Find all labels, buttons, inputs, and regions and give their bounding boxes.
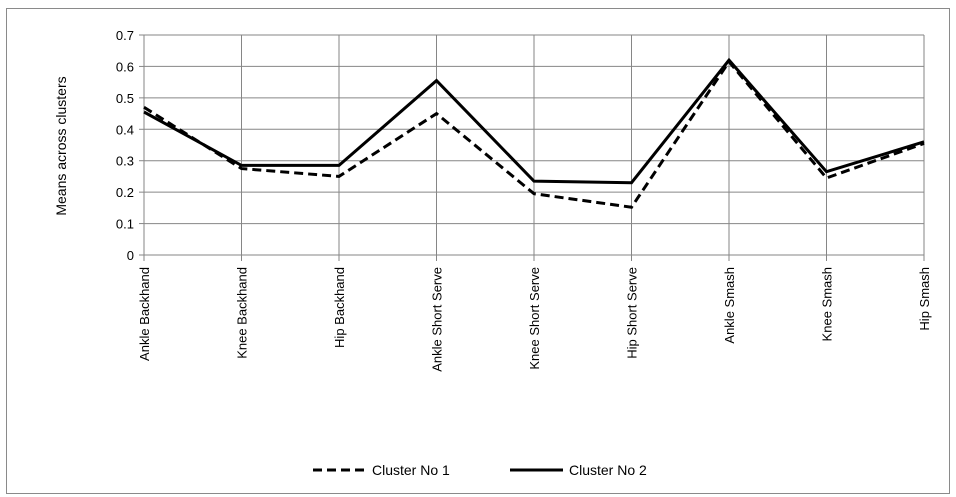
y-tick-label: 0 <box>127 248 134 263</box>
y-tick-label: 0.6 <box>116 59 134 74</box>
y-tick-label: 0.5 <box>116 91 134 106</box>
chart-frame <box>6 8 950 494</box>
x-tick-label: Ankle Smash <box>722 267 737 344</box>
x-tick-labels: Ankle Backhand Knee Backhand Hip Backhand A… <box>137 267 932 372</box>
y-tick-label: 0.3 <box>116 154 134 169</box>
series-line-cluster-1 <box>143 59 925 209</box>
x-tick-label: Knee Short Serve <box>527 267 542 370</box>
y-tick-labels: 0 0.1 0.2 0.3 0.4 0.5 0.6 0.7 <box>116 28 134 263</box>
y-axis-title: Means across clusters <box>53 76 69 215</box>
legend-label-cluster-1: Cluster No 1 <box>372 462 450 478</box>
legend-label-cluster-2: Cluster No 2 <box>569 462 647 478</box>
series-lines <box>143 57 925 209</box>
y-tick-label: 0.4 <box>116 122 134 137</box>
y-tick-label: 0.7 <box>116 28 134 43</box>
x-tick-label: Knee Backhand <box>235 267 250 359</box>
x-tick-label: Hip Backhand <box>332 267 347 348</box>
series-line-cluster-2 <box>143 57 925 185</box>
x-tick-label: Knee Smash <box>820 267 835 341</box>
axes <box>139 34 924 256</box>
x-tick-label: Hip Short Serve <box>625 267 640 359</box>
x-tick-label: Ankle Short Serve <box>430 267 445 372</box>
legend: Cluster No 1 Cluster No 2 <box>313 462 647 478</box>
y-tick-label: 0.2 <box>116 185 134 200</box>
x-tick-label: Ankle Backhand <box>137 267 152 361</box>
x-tick-label: Hip Smash <box>917 267 932 331</box>
y-tick-label: 0.1 <box>116 217 134 232</box>
